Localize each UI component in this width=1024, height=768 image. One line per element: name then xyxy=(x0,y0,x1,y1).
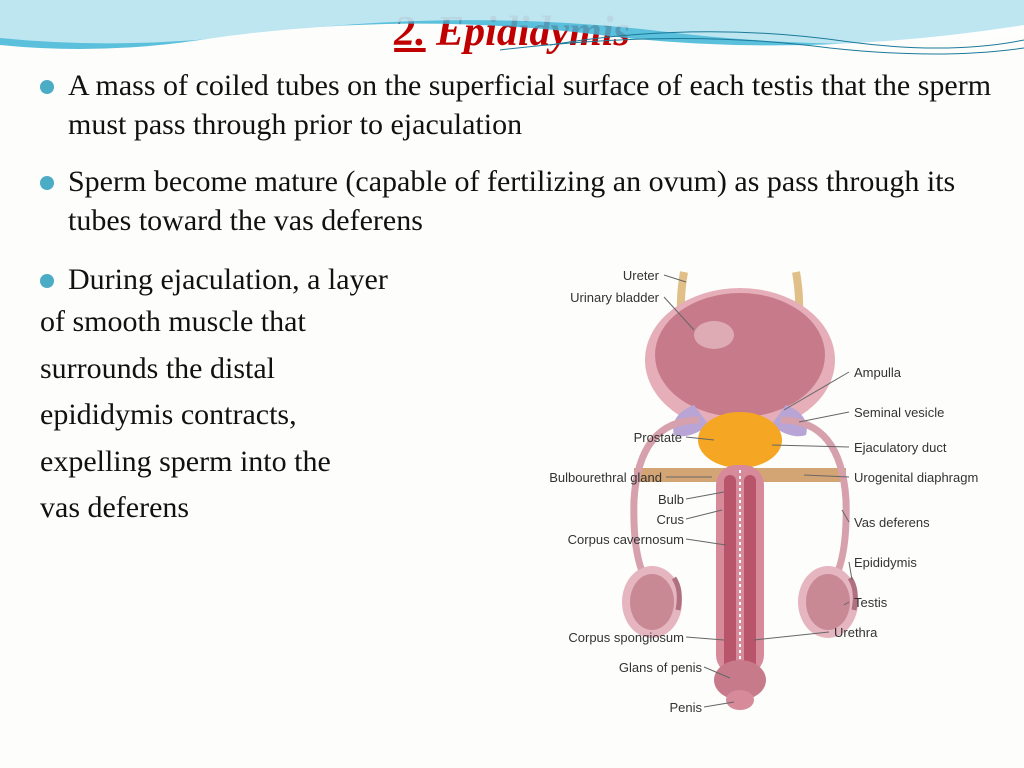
label-epididymis: Epididymis xyxy=(854,555,917,570)
bullet-2-text: Sperm become mature (capable of fertiliz… xyxy=(68,162,994,240)
label-penis: Penis xyxy=(669,700,702,715)
bullet-3-line2: surrounds the distal xyxy=(40,346,454,393)
label-ejaculatory-duct: Ejaculatory duct xyxy=(854,440,947,455)
label-urethra: Urethra xyxy=(834,625,877,640)
label-bulb: Bulb xyxy=(658,492,684,507)
label-ampulla: Ampulla xyxy=(854,365,901,380)
bullet-3-block: During ejaculation, a layer of smooth mu… xyxy=(40,260,454,730)
label-bulbourethral-gland: Bulbourethral gland xyxy=(549,470,662,485)
label-testis: Testis xyxy=(854,595,887,610)
label-glans: Glans of penis xyxy=(619,660,702,675)
bullet-icon xyxy=(40,274,54,288)
label-prostate: Prostate xyxy=(634,430,682,445)
bullet-3-line3: epididymis contracts, xyxy=(40,392,454,439)
bullet-1-text: A mass of coiled tubes on the superficia… xyxy=(68,66,994,144)
slide-title: 2. Epididymis xyxy=(0,0,1024,56)
label-ureter: Ureter xyxy=(623,268,659,283)
bullet-icon xyxy=(40,176,54,190)
title-text: Epididymis xyxy=(436,9,630,55)
anatomy-svg xyxy=(454,260,994,730)
bullet-3-line0: During ejaculation, a layer xyxy=(68,260,388,299)
label-crus: Crus xyxy=(657,512,684,527)
label-urinary-bladder: Urinary bladder xyxy=(570,290,659,305)
label-vas-deferens: Vas deferens xyxy=(854,515,930,530)
label-urogenital-diaphragm: Urogenital diaphragm xyxy=(854,470,978,485)
bullet-icon xyxy=(40,80,54,94)
label-corpus-cavernosum: Corpus cavernosum xyxy=(568,532,684,547)
label-corpus-spongiosum: Corpus spongiosum xyxy=(568,630,684,645)
anatomy-diagram: Ureter Urinary bladder Prostate Bulboure… xyxy=(454,260,994,730)
bullet-3-line1: of smooth muscle that xyxy=(40,299,454,346)
bullet-3-line4: expelling sperm into the xyxy=(40,439,454,486)
bullet-2: Sperm become mature (capable of fertiliz… xyxy=(40,162,994,240)
label-seminal-vesicle: Seminal vesicle xyxy=(854,405,944,420)
slide-content: A mass of coiled tubes on the superficia… xyxy=(0,56,1024,730)
bullet-1: A mass of coiled tubes on the superficia… xyxy=(40,66,994,144)
bullet-3-red: vas deferens xyxy=(40,485,454,532)
title-number: 2. xyxy=(394,9,426,55)
